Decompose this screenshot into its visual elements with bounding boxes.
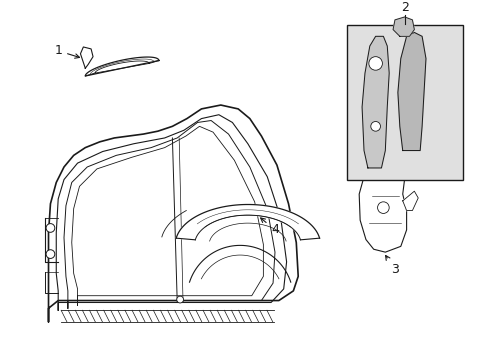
Polygon shape [361,36,388,168]
Circle shape [176,296,183,303]
Text: 4: 4 [260,218,278,237]
Text: 3: 3 [385,256,398,276]
Polygon shape [85,57,159,76]
Text: 2: 2 [400,1,408,14]
Circle shape [377,202,388,213]
Polygon shape [359,167,406,252]
Circle shape [46,250,55,258]
Bar [346,25,462,180]
Circle shape [368,57,382,70]
Text: 1: 1 [54,44,80,58]
Polygon shape [397,32,425,150]
Polygon shape [48,105,298,322]
Circle shape [370,121,380,131]
Polygon shape [81,47,93,68]
Circle shape [46,224,55,232]
Polygon shape [392,17,413,36]
Polygon shape [176,204,319,240]
Polygon shape [402,191,417,211]
